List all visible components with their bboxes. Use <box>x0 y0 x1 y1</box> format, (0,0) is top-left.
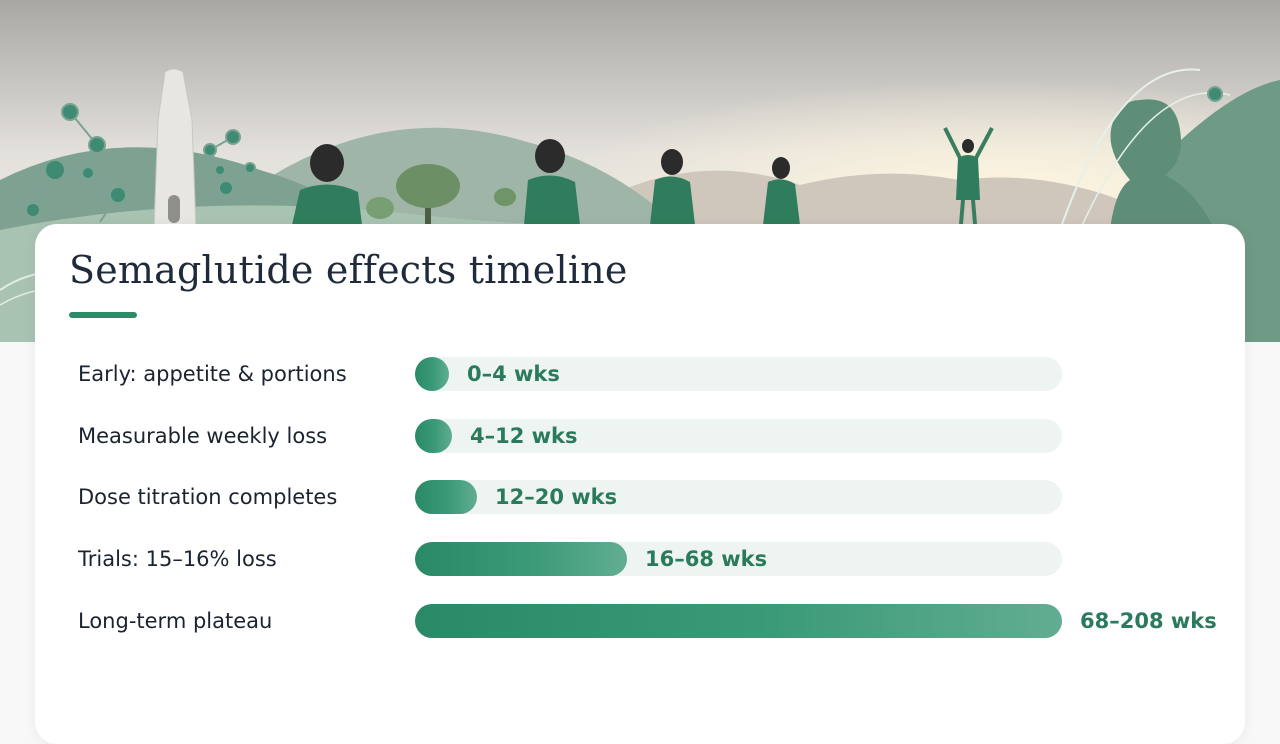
category-label: Long-term plateau <box>78 609 273 633</box>
category-label: Measurable weekly loss <box>78 424 328 448</box>
category-label: Trials: 15–16% loss <box>78 547 277 571</box>
category-label: Early: appetite & portions <box>78 362 347 386</box>
chart-card: Semaglutide effects timeline Early: appe… <box>35 224 1245 744</box>
bar-value-label: 16–68 wks <box>645 547 768 571</box>
title-underline <box>69 312 137 318</box>
bar <box>415 480 477 514</box>
bar-value-label: 12–20 wks <box>495 485 618 509</box>
bar <box>415 604 1062 638</box>
bar-value-label: 68–208 wks <box>1080 609 1217 633</box>
timeline-bar-chart: Early: appetite & portions 0–4 wks Measura… <box>35 224 1245 744</box>
bar <box>415 357 449 391</box>
category-label: Dose titration completes <box>78 485 338 509</box>
bar-track <box>415 357 1062 391</box>
bar-track <box>415 419 1062 453</box>
bar-value-label: 0–4 wks <box>467 362 560 386</box>
bar-track <box>415 480 1062 514</box>
chart-title: Semaglutide effects timeline <box>69 248 628 292</box>
bar <box>415 419 452 453</box>
bar-value-label: 4–12 wks <box>470 424 578 448</box>
bar <box>415 542 627 576</box>
